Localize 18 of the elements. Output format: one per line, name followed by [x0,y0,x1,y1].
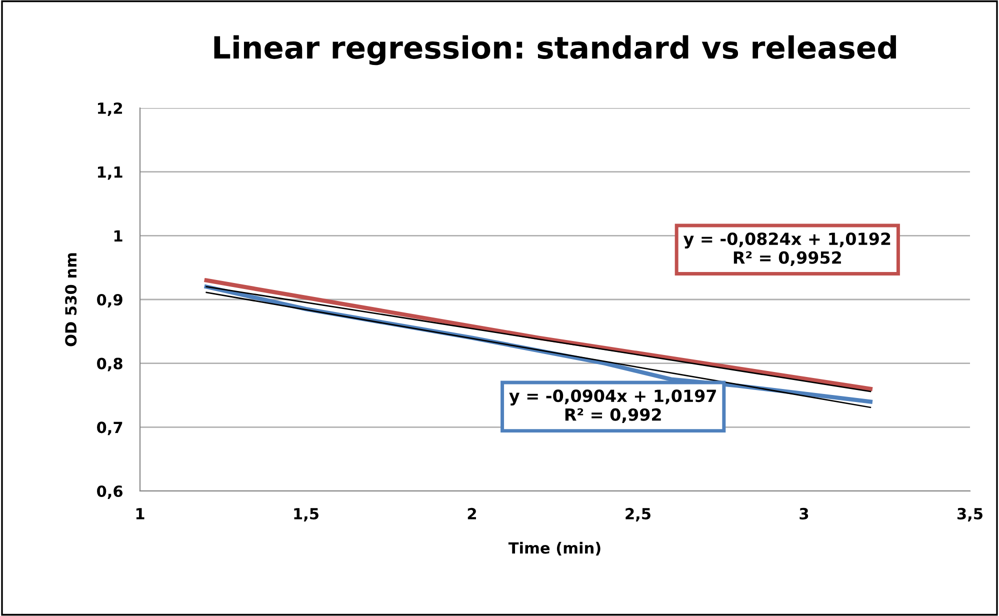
y-tick-label: 1,2 [98,102,122,116]
annotation: y = -0,0904x + 1,0197 R² = 0,992 [509,390,716,424]
x-tick-label: 1 [136,508,144,520]
y-tick-label: 1 [114,230,122,242]
x-axis-title: Time (min) [508,542,600,556]
annotation: y = -0,0824x + 1,0192 R² = 0,9952 [683,232,890,266]
y-tick-label: 0,7 [97,422,122,436]
x-tick-label: 2 [468,508,476,520]
y-tick-label: 0,6 [97,485,123,499]
x-tick-label: 3,5 [957,508,982,522]
x-tick-label: 3 [800,508,808,520]
x-tick-label: 2,5 [626,508,650,522]
y-axis-title: OD 530 nm [65,253,77,346]
y-tick-label: 0,9 [97,294,122,308]
x-tick-label: 1,5 [294,508,318,522]
y-tick-label: 1,1 [98,166,122,180]
chart-title: Linear regression: standard vs released [214,35,896,66]
y-tick-label: 0,8 [97,358,122,372]
